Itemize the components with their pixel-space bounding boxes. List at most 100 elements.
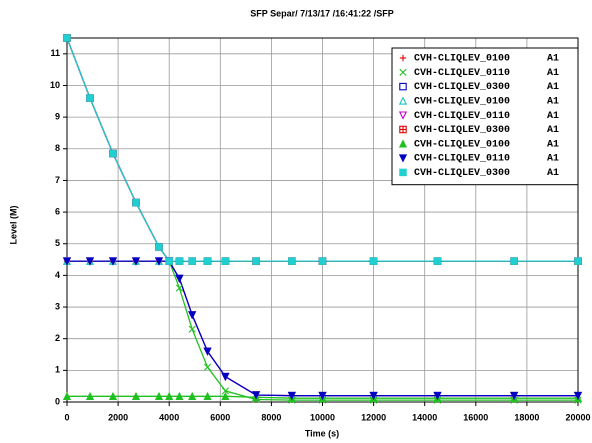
marker (399, 168, 407, 177)
legend-tag: A1 (547, 125, 559, 136)
marker (62, 257, 72, 266)
marker (165, 391, 174, 401)
y-tick-label: 9 (55, 112, 60, 122)
marker (165, 257, 173, 265)
marker (203, 363, 212, 371)
legend-tag: A1 (547, 139, 559, 150)
marker (221, 257, 230, 265)
marker (221, 391, 230, 401)
legend-label: CVH-CLIQLEV_0110 (414, 154, 510, 165)
marker (398, 154, 408, 163)
marker (132, 198, 140, 207)
marker (62, 391, 72, 401)
legend-label: CVH-CLIQLEV_0100 (414, 97, 510, 108)
x-tick-label: 18000 (514, 412, 539, 422)
marker (433, 391, 442, 401)
marker (221, 387, 229, 395)
chart-title: SFP Separ/ 7/13/17 /16:41:22 /SFP (250, 8, 393, 18)
marker (188, 391, 197, 401)
marker (175, 284, 184, 292)
marker (251, 391, 261, 400)
marker (399, 68, 407, 76)
marker (318, 391, 327, 401)
marker (86, 94, 94, 102)
marker (398, 96, 408, 105)
marker (175, 391, 184, 401)
marker (221, 372, 230, 382)
marker (369, 391, 378, 401)
y-tick-label: 11 (50, 48, 60, 58)
legend-tag: A1 (547, 111, 559, 122)
legend-box (391, 47, 579, 186)
marker (203, 347, 212, 356)
marker (175, 274, 184, 283)
y-tick-label: 4 (55, 270, 60, 280)
marker (188, 257, 196, 265)
x-tick-label: 20000 (565, 412, 590, 422)
marker (510, 257, 518, 265)
marker (108, 257, 118, 266)
marker (203, 391, 212, 401)
marker (131, 257, 141, 266)
marker (155, 243, 163, 251)
x-tick-label: 2000 (108, 412, 128, 422)
marker (85, 391, 95, 401)
marker (63, 34, 71, 42)
x-tick-label: 16000 (463, 412, 488, 422)
y-tick-label: 1 (55, 365, 60, 375)
legend-tag: A1 (547, 82, 559, 93)
legend: CVH-CLIQLEV_0100 A1 CVH-CLIQLEV_0110 A1 CVH-… (391, 47, 579, 186)
legend-tag: A1 (547, 168, 559, 179)
y-tick-label: 3 (55, 301, 60, 311)
x-tick-label: 0 (64, 412, 69, 422)
x-tick-label: 8000 (261, 412, 281, 422)
legend-tag: A1 (547, 54, 559, 65)
y-tick-label: 5 (55, 238, 60, 248)
marker (188, 311, 197, 320)
marker (399, 125, 407, 134)
marker (399, 82, 407, 91)
legend-label: CVH-CLIQLEV_0300 (414, 168, 510, 179)
y-tick-label: 8 (55, 143, 60, 153)
legend-label: CVH-CLIQLEV_0100 (414, 54, 510, 65)
marker (154, 257, 164, 266)
x-tick-label: 10000 (310, 412, 335, 422)
y-tick-label: 7 (55, 175, 60, 185)
legend-label: CVH-CLIQLEV_0100 (414, 139, 510, 150)
marker (85, 257, 95, 266)
legend-label: CVH-CLIQLEV_0300 (414, 82, 510, 93)
marker (252, 257, 260, 265)
marker (574, 257, 582, 265)
marker (318, 257, 327, 265)
marker (203, 257, 212, 265)
y-tick-label: 6 (55, 206, 60, 216)
marker (287, 391, 296, 401)
x-tick-label: 14000 (412, 412, 437, 422)
marker (398, 139, 408, 148)
marker (399, 54, 407, 62)
legend-label: CVH-CLIQLEV_0110 (414, 111, 510, 122)
legend-tag: A1 (547, 154, 559, 165)
legend-tag: A1 (547, 68, 559, 79)
marker (369, 257, 378, 265)
marker (188, 325, 196, 333)
marker (510, 391, 519, 401)
y-tick-label: 0 (55, 396, 60, 406)
marker (131, 391, 141, 401)
legend-label: CVH-CLIQLEV_0110 (414, 68, 510, 79)
y-tick-label: 10 (50, 80, 60, 90)
marker (433, 257, 442, 265)
marker (288, 257, 296, 265)
x-tick-label: 6000 (210, 412, 230, 422)
y-tick-label: 2 (55, 333, 60, 343)
x-tick-label: 12000 (361, 412, 386, 422)
plot-frame (66, 37, 579, 403)
legend-tag: A1 (547, 97, 559, 108)
marker (154, 391, 164, 401)
marker (573, 391, 583, 401)
x-tick-label: 4000 (159, 412, 179, 422)
marker (398, 111, 408, 120)
x-axis-label: Time (s) (305, 428, 339, 438)
marker (175, 257, 184, 265)
